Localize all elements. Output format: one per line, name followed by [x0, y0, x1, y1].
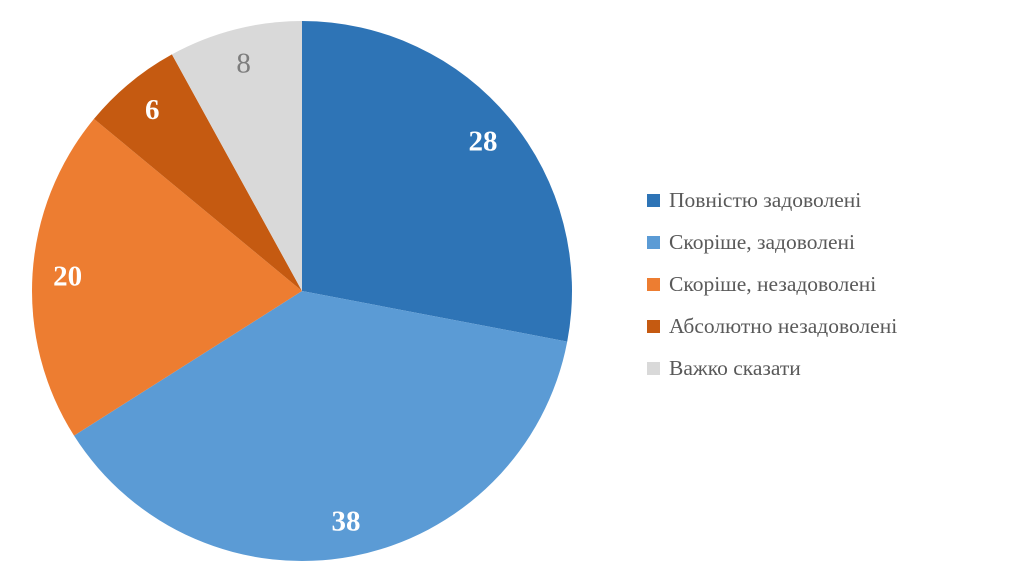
legend-label: Абсолютно незадоволені [669, 314, 898, 338]
slice-value-label-3: 6 [145, 94, 160, 126]
legend-label: Скоріше, задоволені [669, 230, 855, 254]
legend-swatch-icon [647, 194, 660, 207]
pie-slice-0 [302, 21, 573, 342]
legend-item-2: Скоріше, незадоволені [647, 273, 897, 296]
legend-item-0: Повністю задоволені [647, 189, 897, 212]
legend-swatch-icon [647, 362, 660, 375]
pie-slice-1 [74, 291, 568, 562]
slice-value-label-0: 28 [469, 125, 498, 157]
legend-label: Повністю задоволені [669, 188, 862, 212]
pie-slice-2 [32, 118, 303, 436]
slice-value-label-2: 20 [53, 260, 82, 292]
legend-item-4: Важко сказати [647, 357, 897, 380]
pie-slice-4 [171, 21, 302, 291]
legend-swatch-icon [647, 236, 660, 249]
legend-label: Скоріше, незадоволені [669, 272, 877, 296]
slice-value-label-1: 38 [332, 506, 361, 538]
legend-item-1: Скоріше, задоволені [647, 231, 897, 254]
pie-slice-3 [93, 54, 303, 292]
legend-item-3: Абсолютно незадоволені [647, 315, 897, 338]
legend-label: Важко сказати [669, 356, 801, 380]
chart-legend: Повністю задоволені Скоріше, задоволені Ск… [647, 189, 897, 380]
legend-swatch-icon [647, 278, 660, 291]
legend-swatch-icon [647, 320, 660, 333]
slice-value-label-4: 8 [236, 48, 251, 80]
